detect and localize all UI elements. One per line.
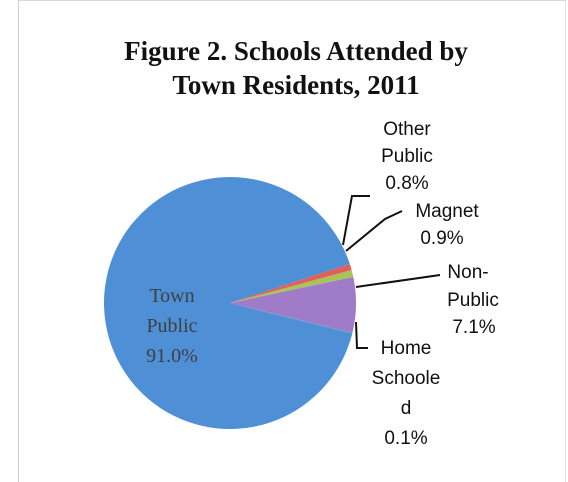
slice-label-town-public-line-2: Public [146, 315, 197, 337]
slice-label-non-public-line-2: Public [447, 290, 499, 311]
pie-slices [104, 177, 357, 430]
slice-label-magnet: Magnet [415, 201, 479, 222]
slice-label-non-public-line-1: Non- [447, 262, 488, 283]
leader-line-magnet [345, 210, 403, 252]
leader-lines [342, 195, 441, 349]
leader-line-home-schooled [355, 321, 368, 349]
slice-value-non-public: 7.1% [452, 317, 495, 338]
leader-line-other-public [342, 195, 370, 246]
slice-label-home-schooled-line-2: Schoole [372, 368, 441, 389]
pie-slice-magnet [230, 269, 354, 303]
slice-label-home-schooled-line-3: d [401, 398, 412, 419]
chart-title-line-2: Town Residents, 2011 [172, 70, 419, 100]
pie-slice-home-schooled [230, 303, 353, 334]
slice-label-other-public-line-2: Public [381, 146, 433, 167]
slice-value-town-public: 91.0% [146, 345, 198, 367]
pie-slice-town-public [104, 177, 353, 430]
leader-line-non-public [355, 274, 441, 288]
pie-slice-non-public [230, 276, 357, 333]
slice-label-town-public-line-1: Town [149, 285, 194, 307]
slice-value-other-public: 0.8% [385, 173, 428, 194]
pie-slice-other-public [230, 263, 352, 303]
slice-value-home-schooled: 0.1% [384, 428, 427, 449]
chart-title-line-1: Figure 2. Schools Attended by [124, 36, 468, 66]
slice-label-other-public-line-1: Other [383, 119, 431, 140]
slice-label-home-schooled-line-1: Home [381, 338, 432, 359]
slice-value-magnet: 0.9% [420, 228, 463, 249]
